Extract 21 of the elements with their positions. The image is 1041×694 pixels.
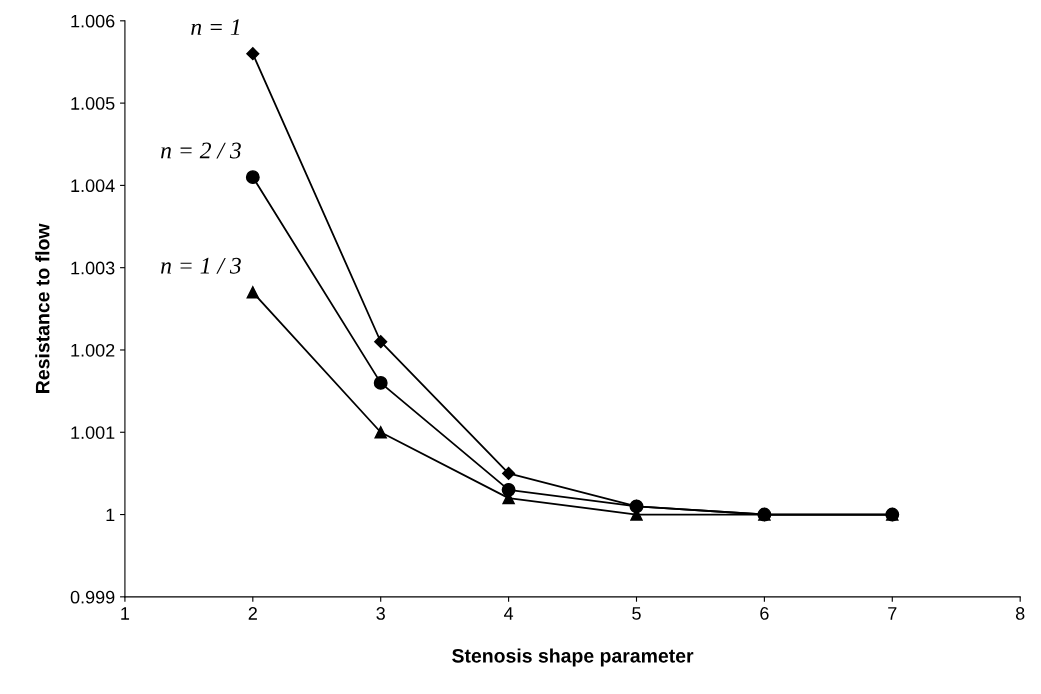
series-label: n = 2 / 3 [161,142,241,159]
x-tick-label: 3 [376,607,385,620]
y-tick-label: 1.002 [71,343,115,357]
x-tick-label: 6 [760,607,769,620]
x-tick-label: 5 [632,607,641,620]
x-tick-label: 4 [504,607,514,620]
series-label: n = 1 [191,19,240,35]
series-label: n = 1 / 3 [161,257,241,274]
x-axis-title: Stenosis shape parameter [452,648,694,667]
x-tick-label: 7 [888,607,897,620]
y-tick-label: 1.003 [71,261,115,275]
y-tick-label: 1.004 [71,179,115,193]
y-tick-label: 1.005 [71,97,115,110]
x-tick-label: 1 [121,607,130,620]
y-axis-title: Resistance to flow [35,223,50,393]
y-tick-label: 0.999 [70,590,115,604]
y-tick-label: 1 [106,508,115,522]
x-tick-label: 2 [248,607,257,620]
y-tick-label: 1.001 [71,426,115,439]
y-tick-label: 1.006 [71,14,115,28]
x-tick-label: 8 [1015,607,1025,620]
